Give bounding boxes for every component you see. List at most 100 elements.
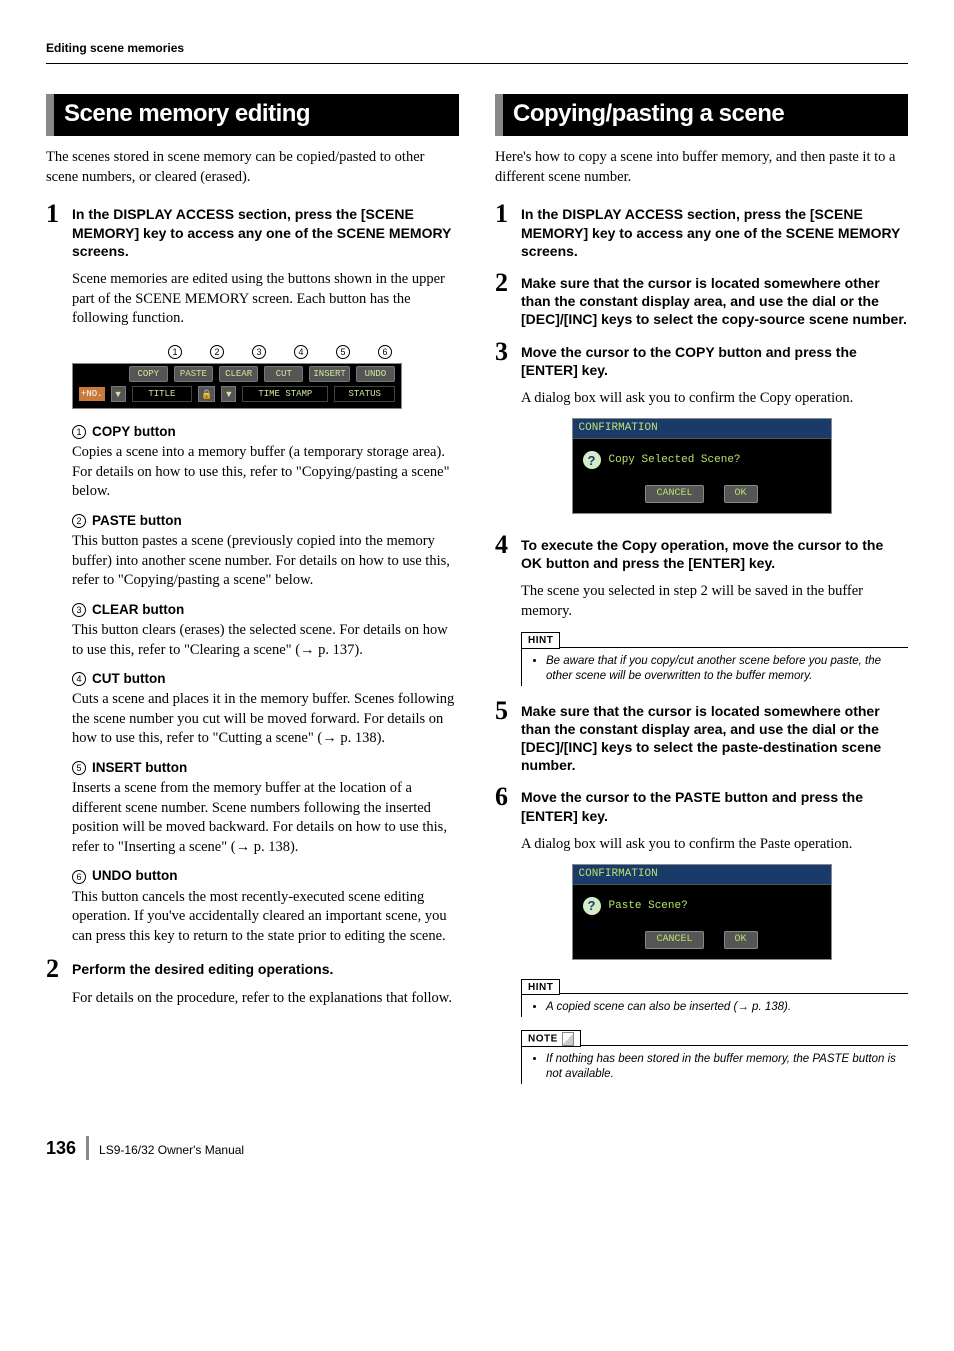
left-column: Scene memory editing The scenes stored i… <box>46 94 459 1096</box>
tb-no: +NO. <box>79 387 105 401</box>
step-number: 2 <box>46 956 68 982</box>
section-title-right: Copying/pasting a scene <box>495 94 908 136</box>
header-title: Editing scene memories <box>46 41 184 55</box>
right-step-1: 1 In the DISPLAY ACCESS section, press t… <box>495 201 908 264</box>
button-label: COPY button <box>92 423 176 441</box>
button-label: CLEAR button <box>92 601 184 619</box>
right-step-5: 5 Make sure that the cursor is located s… <box>495 698 908 779</box>
step-heading: Make sure that the cursor is located som… <box>521 702 908 775</box>
tb-clear: CLEAR <box>219 366 258 382</box>
section-title-left: Scene memory editing <box>46 94 459 136</box>
step-heading: Move the cursor to the COPY button and p… <box>521 343 908 379</box>
note-tag: NOTE <box>521 1030 581 1047</box>
ok-button[interactable]: OK <box>724 931 758 949</box>
content-columns: Scene memory editing The scenes stored i… <box>46 94 908 1096</box>
step-number: 2 <box>495 270 517 296</box>
tb-insert: INSERT <box>309 366 349 382</box>
page-footer: 136 LS9-16/32 Owner's Manual <box>46 1136 908 1160</box>
step-heading: Make sure that the cursor is located som… <box>521 274 908 329</box>
button-body: This button cancels the most recently-ex… <box>72 888 459 947</box>
cancel-button[interactable]: CANCEL <box>645 485 703 503</box>
button-body: Copies a scene into a memory buffer (a t… <box>72 443 459 502</box>
toolbar-screenshot: 1 2 3 4 5 6 COPY PASTE CLEAR CUT INSERT … <box>72 339 402 409</box>
dialog-text: Paste Scene? <box>609 899 688 914</box>
dialog-title: CONFIRMATION <box>573 865 831 885</box>
hint-text: Be aware that if you copy/cut another sc… <box>546 654 902 684</box>
button-desc-1: 1COPY button Copies a scene into a memor… <box>72 423 459 502</box>
note-box-1: NOTE If nothing has been stored in the b… <box>521 1029 908 1084</box>
cancel-button[interactable]: CANCEL <box>645 931 703 949</box>
section-title-text: Copying/pasting a scene <box>513 98 898 130</box>
callout-2: 2 <box>210 345 224 359</box>
button-desc-4: 4CUT button Cuts a scene and places it i… <box>72 670 459 749</box>
note-text: If nothing has been stored in the buffer… <box>546 1052 902 1082</box>
hint-tag: HINT <box>521 979 560 996</box>
step-number: 5 <box>495 698 517 724</box>
tb-status: STATUS <box>334 386 395 402</box>
step-heading: Perform the desired editing operations. <box>72 960 459 978</box>
question-icon: ? <box>583 897 601 915</box>
step-heading: In the DISPLAY ACCESS section, press the… <box>72 205 459 260</box>
button-label: UNDO button <box>92 867 177 885</box>
button-desc-5: 5INSERT button Inserts a scene from the … <box>72 759 459 857</box>
step-number: 4 <box>495 532 517 558</box>
right-intro: Here's how to copy a scene into buffer m… <box>495 148 908 187</box>
callout-4: 4 <box>294 345 308 359</box>
ok-button[interactable]: OK <box>724 485 758 503</box>
running-header: Editing scene memories <box>46 40 908 64</box>
dialog-text: Copy Selected Scene? <box>609 453 741 468</box>
button-desc-3: 3CLEAR button This button clears (erases… <box>72 601 459 660</box>
section-title-text: Scene memory editing <box>64 98 449 130</box>
tb-paste: PASTE <box>174 366 213 382</box>
button-body: Inserts a scene from the memory buffer a… <box>72 779 459 857</box>
button-label: PASTE button <box>92 512 182 530</box>
step-number: 1 <box>495 201 517 227</box>
sort-down-icon: ▼ <box>111 386 126 402</box>
hint-box-2: HINT A copied scene can also be inserted… <box>521 978 908 1017</box>
hint-tag: HINT <box>521 632 560 649</box>
button-label: CUT button <box>92 670 165 688</box>
tb-title: TITLE <box>132 386 193 402</box>
hint-text: A copied scene can also be inserted (→ p… <box>546 1000 902 1015</box>
question-icon: ? <box>583 451 601 469</box>
left-intro: The scenes stored in scene memory can be… <box>46 148 459 187</box>
left-step-2: 2 Perform the desired editing operations… <box>46 956 459 982</box>
callout-6: 6 <box>378 345 392 359</box>
step-number: 3 <box>495 339 517 365</box>
step-body: The scene you selected in step 2 will be… <box>521 582 908 621</box>
tb-time: TIME STAMP <box>242 386 328 402</box>
button-label: INSERT button <box>92 759 187 777</box>
callout-3: 3 <box>252 345 266 359</box>
tb-undo: UNDO <box>356 366 395 382</box>
button-body: This button clears (erases) the selected… <box>72 621 459 660</box>
step-body: For details on the procedure, refer to t… <box>72 989 459 1009</box>
button-body: This button pastes a scene (previously c… <box>72 532 459 591</box>
step-heading: In the DISPLAY ACCESS section, press the… <box>521 205 908 260</box>
step-body: Scene memories are edited using the butt… <box>72 270 459 329</box>
callout-5: 5 <box>336 345 350 359</box>
lock-icon: 🔒 <box>198 386 215 402</box>
right-step-3: 3 Move the cursor to the COPY button and… <box>495 339 908 383</box>
step-heading: Move the cursor to the PASTE button and … <box>521 788 908 824</box>
button-body: Cuts a scene and places it in the memory… <box>72 690 459 749</box>
confirmation-dialog-copy: CONFIRMATION ? Copy Selected Scene? CANC… <box>572 418 832 513</box>
right-column: Copying/pasting a scene Here's how to co… <box>495 94 908 1096</box>
tb-cut: CUT <box>264 366 303 382</box>
hint-box-1: HINT Be aware that if you copy/cut anoth… <box>521 631 908 685</box>
button-desc-6: 6UNDO button This button cancels the mos… <box>72 867 459 946</box>
right-step-6: 6 Move the cursor to the PASTE button an… <box>495 784 908 828</box>
left-step-1: 1 In the DISPLAY ACCESS section, press t… <box>46 201 459 264</box>
page-number: 136 <box>46 1136 76 1160</box>
step-body: A dialog box will ask you to confirm the… <box>521 389 908 409</box>
confirmation-dialog-paste: CONFIRMATION ? Paste Scene? CANCEL OK <box>572 864 832 959</box>
callout-1: 1 <box>168 345 182 359</box>
dialog-title: CONFIRMATION <box>573 419 831 439</box>
step-body: A dialog box will ask you to confirm the… <box>521 835 908 855</box>
button-desc-2: 2PASTE button This button pastes a scene… <box>72 512 459 591</box>
step-number: 6 <box>495 784 517 810</box>
tb-copy: COPY <box>129 366 168 382</box>
right-step-4: 4 To execute the Copy operation, move th… <box>495 532 908 576</box>
step-number: 1 <box>46 201 68 227</box>
footer-text: LS9-16/32 Owner's Manual <box>99 1142 244 1158</box>
step-heading: To execute the Copy operation, move the … <box>521 536 908 572</box>
